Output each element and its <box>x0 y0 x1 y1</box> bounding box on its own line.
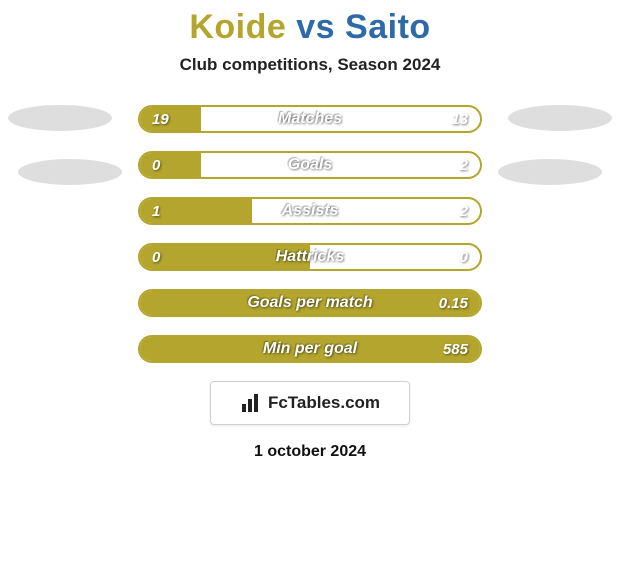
avatar-player2-top <box>508 105 612 131</box>
avatar-player2-bottom <box>498 159 602 185</box>
title-player2: Saito <box>345 8 431 46</box>
subtitle: Club competitions, Season 2024 <box>0 55 620 75</box>
stat-value-right: 2 <box>460 199 468 223</box>
stat-row: 0Goals2 <box>138 151 482 179</box>
title-vs: vs <box>296 8 335 46</box>
stat-fill <box>140 153 201 177</box>
stat-value-right: 2 <box>460 153 468 177</box>
comparison-chart: 19Matches13 0Goals2 1Assists2 0Hattricks0 Go… <box>0 105 620 363</box>
stat-row: Goals per match0.15 <box>138 289 482 317</box>
bar-chart-icon <box>240 392 262 414</box>
stat-fill <box>140 245 310 269</box>
brand-text: FcTables.com <box>268 393 380 413</box>
stat-fill <box>140 291 480 315</box>
stat-row: 1Assists2 <box>138 197 482 225</box>
stat-fill <box>140 199 252 223</box>
stat-value-right: 13 <box>451 107 468 131</box>
stat-fill <box>140 107 201 131</box>
footer-date: 1 october 2024 <box>0 443 620 461</box>
stat-value-right: 0 <box>460 245 468 269</box>
stat-row: Min per goal585 <box>138 335 482 363</box>
stat-row: 19Matches13 <box>138 105 482 133</box>
brand-badge: FcTables.com <box>210 381 410 425</box>
stat-fill <box>140 337 480 361</box>
bars-container: 19Matches13 0Goals2 1Assists2 0Hattricks0 Go… <box>138 105 482 363</box>
avatar-player1-bottom <box>18 159 122 185</box>
page-title: Koide vs Saito <box>0 0 620 47</box>
title-player1: Koide <box>189 8 286 46</box>
stat-row: 0Hattricks0 <box>138 243 482 271</box>
avatar-player1-top <box>8 105 112 131</box>
